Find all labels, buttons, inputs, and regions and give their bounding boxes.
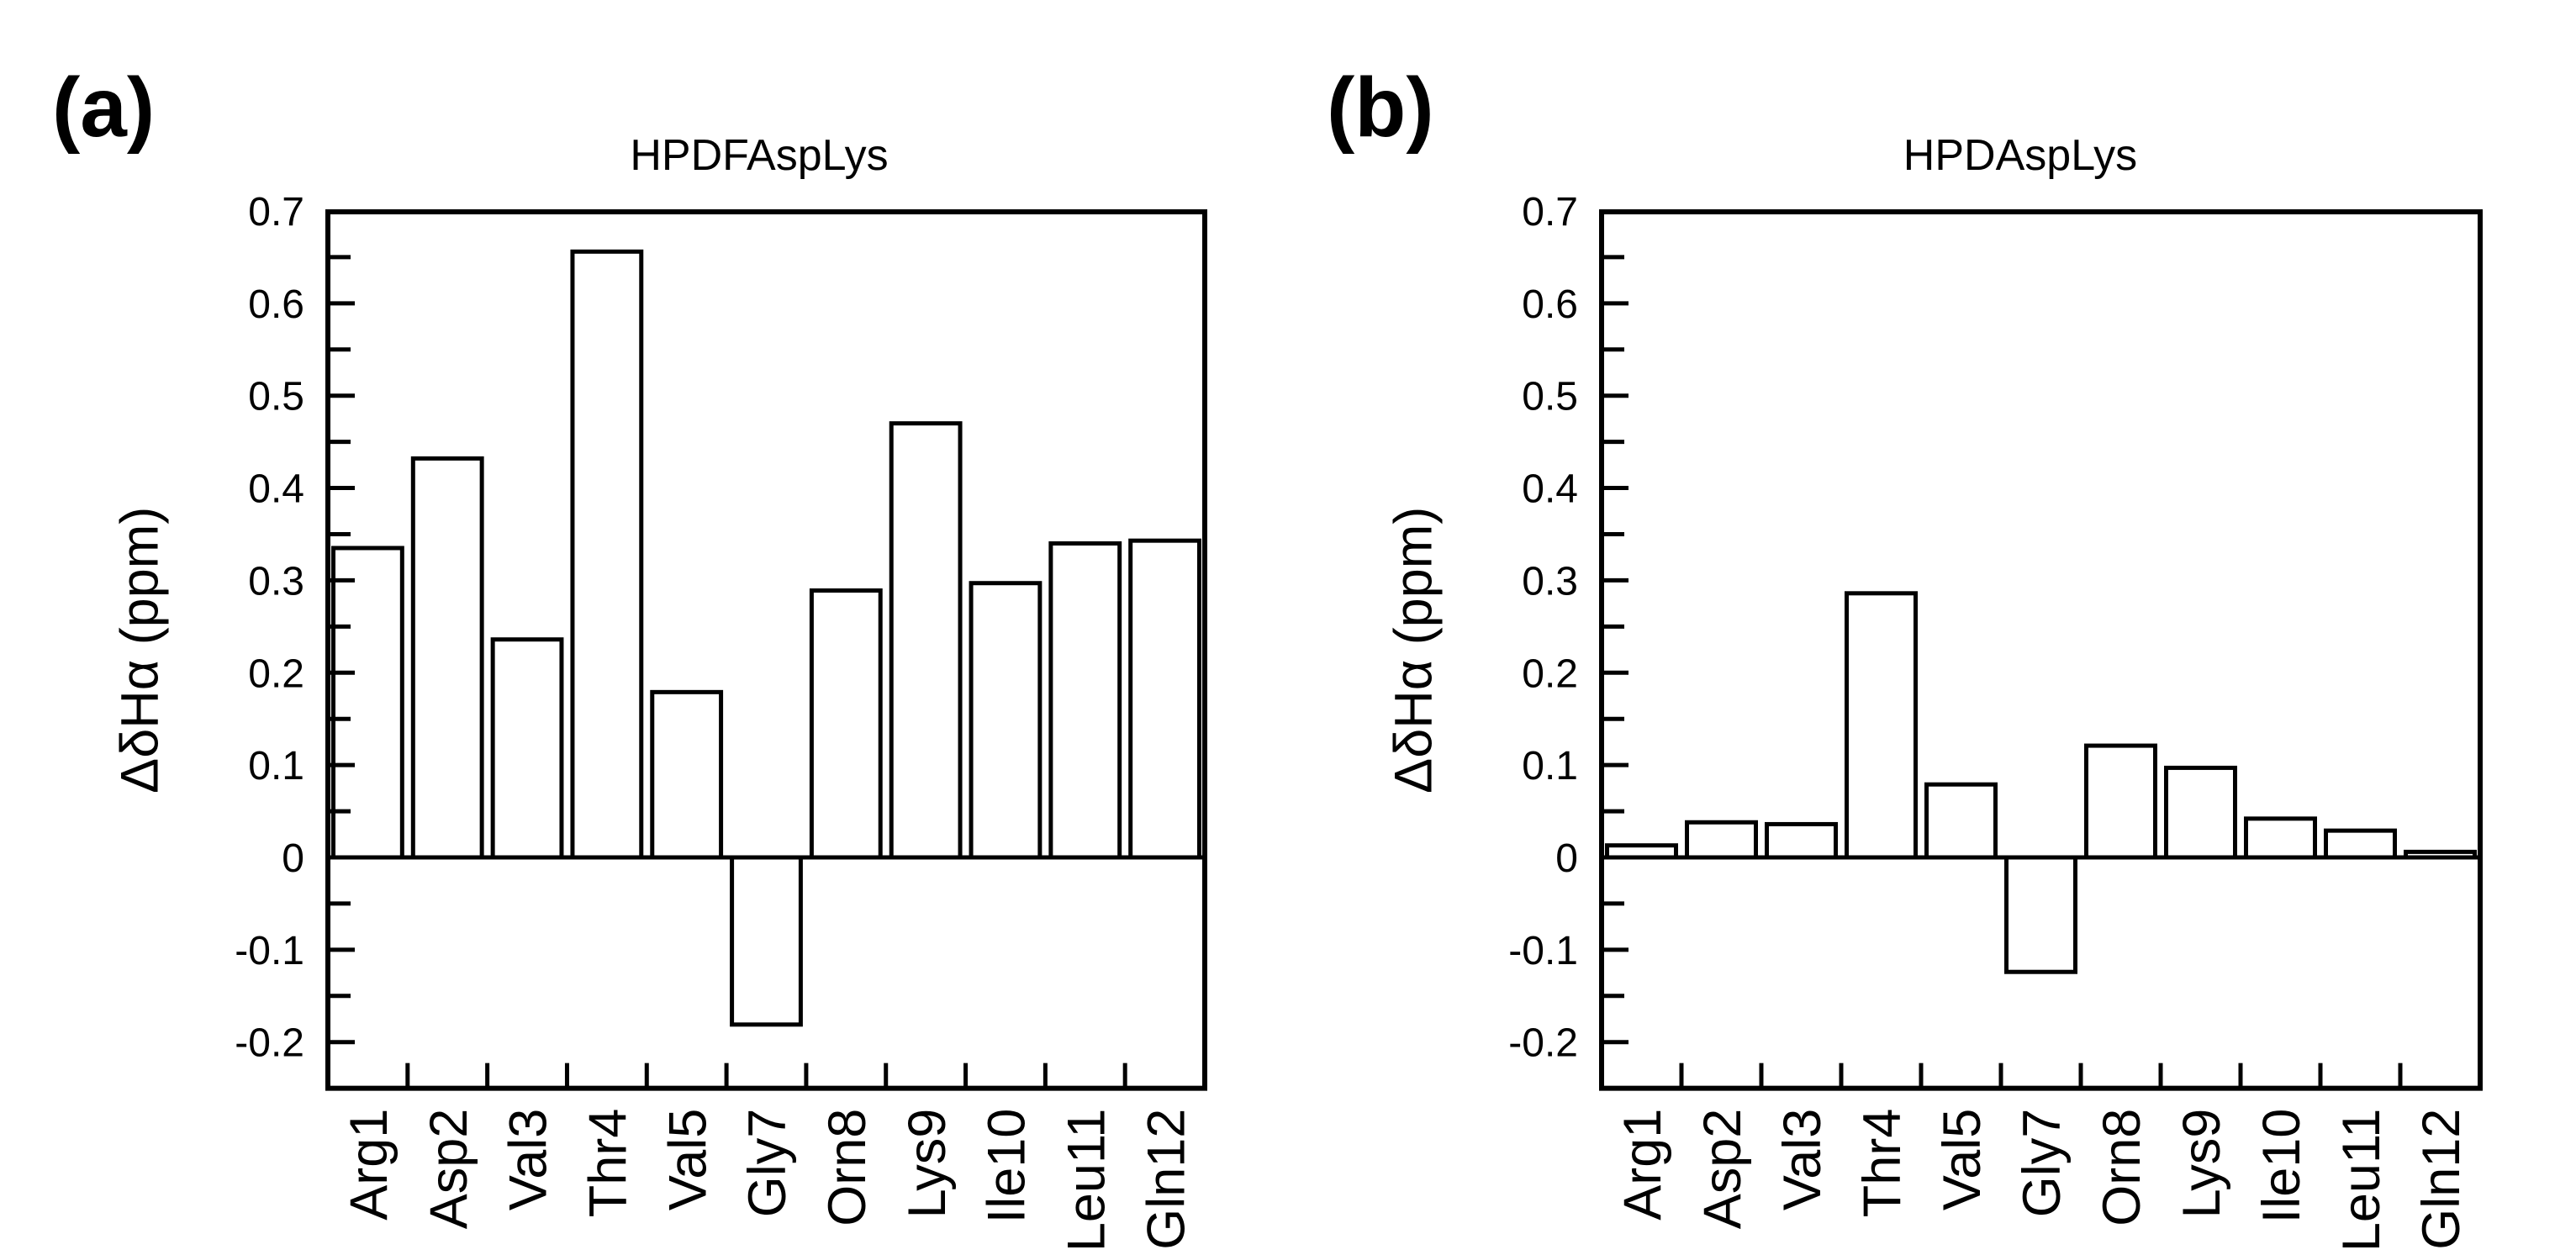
x-category-label: Leu11 — [2332, 1109, 2391, 1252]
chart-panel-b: 0.7 0.6 0.5 0.4 0.3 0.2 0.1 0 -0.1 -0.2 Arg1 Asp2 Va… — [1385, 131, 2483, 1252]
bar-Leu11 — [2324, 828, 2397, 860]
y-axis-title: ΔδHα (ppm) — [1385, 507, 1444, 794]
x-category-label: Lys9 — [2172, 1109, 2231, 1219]
bar-Leu11 — [1048, 540, 1122, 860]
bar-Val5 — [1924, 782, 1998, 860]
y-tick-label: -0.1 — [1508, 929, 1578, 973]
y-tick-label: 0.6 — [1522, 282, 1578, 327]
y-tick-label: 0.2 — [248, 651, 304, 696]
x-category-label: Thr4 — [579, 1109, 638, 1218]
x-category-label: Orn8 — [818, 1109, 877, 1226]
x-category-label: Orn8 — [2093, 1109, 2151, 1226]
bar-Val3 — [490, 637, 564, 860]
x-category-label: Gly7 — [2013, 1109, 2072, 1218]
x-category-label: Gln12 — [2412, 1109, 2471, 1250]
bar-Ile10 — [969, 581, 1043, 860]
bar-Thr4 — [570, 249, 644, 860]
x-category-label: Asp2 — [1693, 1109, 1752, 1230]
y-tick-label: 0.6 — [248, 282, 304, 327]
bar-Asp2 — [1685, 820, 1758, 860]
x-category-label: Gln12 — [1137, 1109, 1196, 1250]
bar-Arg1 — [331, 546, 404, 860]
y-tick-label: 0.3 — [1522, 559, 1578, 604]
y-axis-title: ΔδHα (ppm) — [111, 507, 170, 794]
x-category-label: Asp2 — [420, 1109, 478, 1230]
y-tick-label: -0.2 — [235, 1021, 304, 1066]
bar-Thr4 — [1845, 591, 1918, 860]
panel-label-b: (b) — [1327, 61, 1434, 155]
y-tick-label: 0.4 — [248, 467, 304, 512]
y-tick-label: 0.4 — [1522, 467, 1578, 512]
bar-Val3 — [1765, 821, 1838, 860]
y-tick-label: 0.5 — [1522, 375, 1578, 419]
bar-Arg1 — [1605, 843, 1678, 860]
bar-Ile10 — [2244, 816, 2317, 860]
bar-Gln12 — [1128, 538, 1201, 860]
y-tick-label: 0.7 — [248, 190, 304, 235]
y-tick-label: 0.1 — [248, 744, 304, 788]
chart-title: HPDFAspLys — [630, 131, 888, 180]
x-category-label: Thr4 — [1853, 1109, 1912, 1218]
bar-Lys9 — [2164, 765, 2237, 860]
x-category-label: Leu11 — [1057, 1109, 1116, 1252]
x-category-label: Ile10 — [978, 1109, 1037, 1224]
x-category-label: Val5 — [658, 1109, 717, 1210]
x-category-label: Ile10 — [2252, 1109, 2311, 1224]
y-tick-label: 0 — [282, 836, 304, 881]
y-tick-label: 0.5 — [248, 375, 304, 419]
x-category-label: Val5 — [1933, 1109, 1992, 1210]
x-category-label: Arg1 — [1613, 1109, 1672, 1221]
bar-Gly7 — [730, 855, 803, 1027]
chart-title: HPDAspLys — [1903, 131, 2137, 180]
y-tick-label: 0.2 — [1522, 651, 1578, 696]
bar-Orn8 — [2084, 743, 2157, 860]
y-tick-label: 0.7 — [1522, 190, 1578, 235]
bar-Asp2 — [410, 456, 484, 860]
x-category-label: Lys9 — [898, 1109, 957, 1219]
bar-Gln12 — [2404, 849, 2477, 860]
y-tick-label: 0.3 — [248, 559, 304, 604]
y-tick-label: -0.1 — [235, 929, 304, 973]
chart-panel-a: 0.7 0.6 0.5 0.4 0.3 0.2 0.1 0 -0.1 -0.2 Arg1 Asp2 Va… — [111, 131, 1207, 1252]
bar-Lys9 — [889, 421, 963, 860]
x-category-label: Gly7 — [738, 1109, 797, 1218]
x-category-label: Val3 — [499, 1109, 558, 1210]
y-tick-label: 0 — [1555, 836, 1578, 881]
bar-Orn8 — [809, 588, 883, 860]
x-category-label: Val3 — [1773, 1109, 1832, 1210]
y-tick-label: 0.1 — [1522, 744, 1578, 788]
bar-Gly7 — [2004, 855, 2077, 974]
y-tick-label: -0.2 — [1508, 1021, 1578, 1066]
x-category-label: Arg1 — [340, 1109, 399, 1221]
bar-Val5 — [650, 689, 724, 860]
panel-label-a: (a) — [52, 61, 156, 155]
